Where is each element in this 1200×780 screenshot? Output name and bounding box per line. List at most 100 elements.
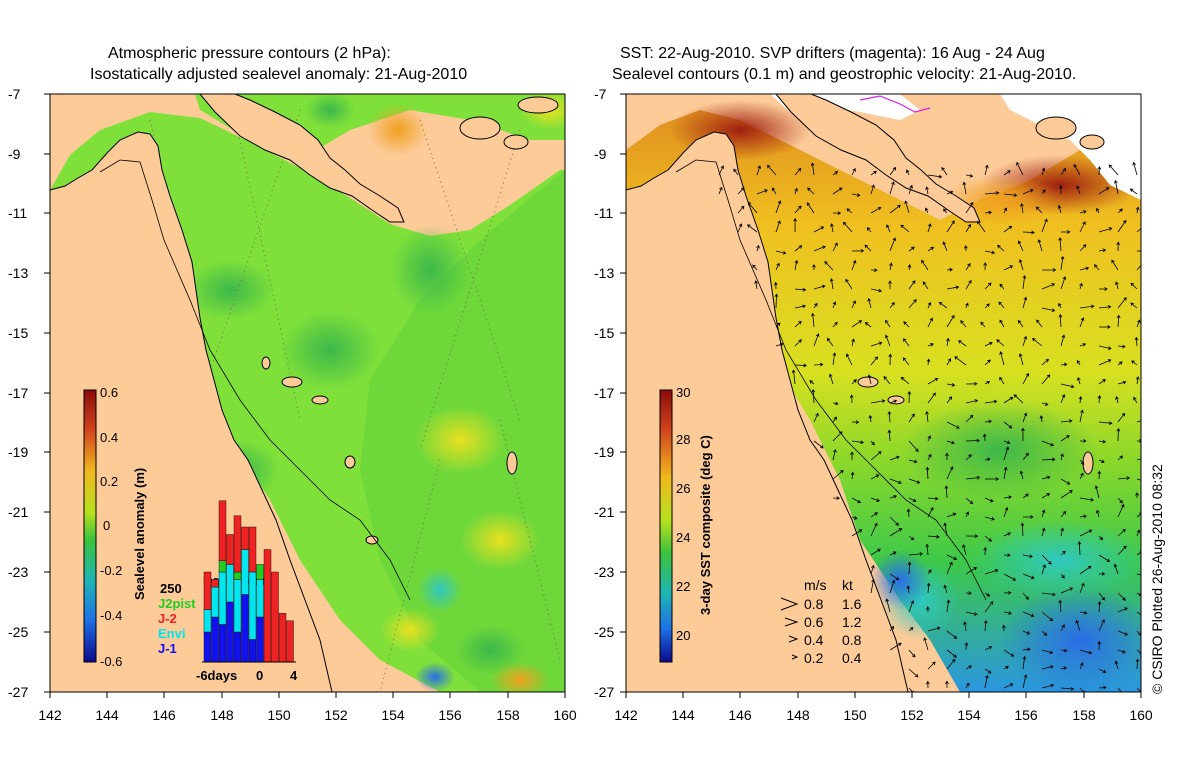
velocity-arrow <box>965 475 981 480</box>
velocity-arrow <box>794 167 802 176</box>
speed-legend-header-ms: m/s <box>804 577 827 593</box>
velocity-arrow <box>999 376 1005 385</box>
sla-colorbar-tick: -0.2 <box>100 563 122 578</box>
velocity-arrow <box>1022 412 1028 423</box>
velocity-arrow <box>1117 545 1127 556</box>
velocity-arrow <box>832 469 844 480</box>
sla-colorbar-tick: -0.6 <box>100 654 122 669</box>
velocity-arrow <box>1117 219 1127 233</box>
velocity-arrow <box>1115 281 1119 290</box>
velocity-arrow <box>832 187 843 195</box>
velocity-arrow <box>870 341 883 347</box>
velocity-arrow <box>832 448 837 461</box>
velocity-arrow <box>983 546 988 556</box>
left-islands <box>261 96 559 545</box>
velocity-arrow <box>1117 528 1126 537</box>
velocity-arrow <box>903 321 910 328</box>
sst-colorbar-tick: 30 <box>676 385 690 400</box>
count-bar-j2pist <box>233 571 242 580</box>
right-title-line1: SST: 22-Aug-2010. SVP drifters (magenta)… <box>620 45 1045 62</box>
velocity-arrow <box>1079 497 1094 502</box>
right-reef-outline <box>675 159 987 601</box>
y-tick-label: -11 <box>594 205 613 221</box>
x-tick-label: 150 <box>267 707 291 723</box>
velocity-arrow <box>1003 440 1011 445</box>
velocity-arrow <box>1079 662 1084 670</box>
velocity-arrow <box>1022 372 1030 385</box>
velocity-arrow <box>999 319 1005 328</box>
velocity-arrow <box>1098 379 1106 385</box>
velocity-arrow <box>965 201 974 214</box>
velocity-arrow <box>1003 193 1018 197</box>
velocity-arrow <box>1041 665 1054 670</box>
velocity-arrow <box>946 512 957 518</box>
velocity-arrow <box>889 399 898 404</box>
velocity-arrow <box>824 261 834 271</box>
y-tick-label: -23 <box>594 564 614 580</box>
right-y-tick-labels: -7 -9 -11 -13 -15 -17 -19 -21 -23 -25 -2… <box>594 86 614 700</box>
velocity-arrow <box>1041 509 1046 518</box>
velocity-arrow <box>1020 202 1024 214</box>
velocity-arrow <box>984 359 991 366</box>
velocity-arrow <box>849 394 854 404</box>
velocity-arrow <box>1003 225 1013 233</box>
velocity-arrow <box>1079 582 1085 594</box>
velocity-arrow <box>1117 592 1126 601</box>
velocity-arrow <box>925 606 930 613</box>
velocity-arrow <box>984 568 999 575</box>
velocity-arrow <box>1060 362 1068 367</box>
speed-legend-ms: 0.8 <box>804 596 824 612</box>
velocity-arrow <box>1001 624 1006 632</box>
velocity-arrow <box>960 320 967 328</box>
y-tick-label: -9 <box>594 146 607 162</box>
velocity-arrow <box>1130 282 1138 290</box>
velocity-arrow <box>1076 360 1081 366</box>
velocity-arrow <box>946 314 955 328</box>
velocity-arrow <box>889 204 901 214</box>
velocity-arrow <box>958 340 967 347</box>
velocity-arrow <box>813 245 826 252</box>
velocity-arrow <box>1136 687 1141 692</box>
velocity-arrow <box>1098 305 1112 309</box>
velocity-arrow <box>963 621 967 632</box>
velocity-arrow <box>718 186 723 195</box>
velocity-arrow <box>927 534 940 539</box>
velocity-arrow <box>1022 655 1027 670</box>
legend-j2pist: J2pist <box>158 596 196 611</box>
velocity-arrow <box>1022 554 1034 559</box>
velocity-arrow <box>794 320 802 328</box>
velocity-arrow <box>794 245 803 252</box>
left-x-tick-labels: 142 144 146 148 150 152 154 156 158 160 <box>38 707 577 723</box>
velocity-arrow <box>927 302 932 309</box>
velocity-arrow <box>845 278 853 290</box>
velocity-arrow <box>1136 529 1141 537</box>
velocity-arrow <box>1117 455 1124 461</box>
velocity-arrow <box>806 202 815 214</box>
velocity-arrow <box>1060 573 1065 579</box>
velocity-arrow <box>965 611 978 616</box>
velocity-arrow <box>851 300 856 309</box>
velocity-arrow <box>1060 587 1074 594</box>
velocity-arrow <box>1041 283 1056 290</box>
count-bar-j2 <box>218 500 227 561</box>
y-tick-label: -17 <box>594 385 614 401</box>
count-bar-j2 <box>233 515 242 573</box>
velocity-arrow <box>1041 649 1054 655</box>
velocity-arrow <box>884 334 891 347</box>
velocity-arrow <box>1136 420 1141 423</box>
y-tick-label: -15 <box>594 325 614 341</box>
velocity-arrow <box>794 205 802 214</box>
data-count-x-label: 4 <box>290 668 298 683</box>
velocity-arrow <box>1017 319 1024 328</box>
velocity-arrow <box>946 599 951 613</box>
sla-colorbar-tick: 0.6 <box>100 385 118 400</box>
velocity-arrow <box>1116 314 1121 328</box>
y-tick-label: -21 <box>8 504 28 520</box>
velocity-arrow <box>889 181 895 195</box>
velocity-arrow <box>1041 218 1048 233</box>
velocity-arrow <box>1136 458 1141 461</box>
velocity-arrow <box>1022 647 1031 652</box>
velocity-arrow <box>984 164 989 176</box>
velocity-arrow <box>1041 564 1047 575</box>
velocity-arrow <box>870 564 875 575</box>
